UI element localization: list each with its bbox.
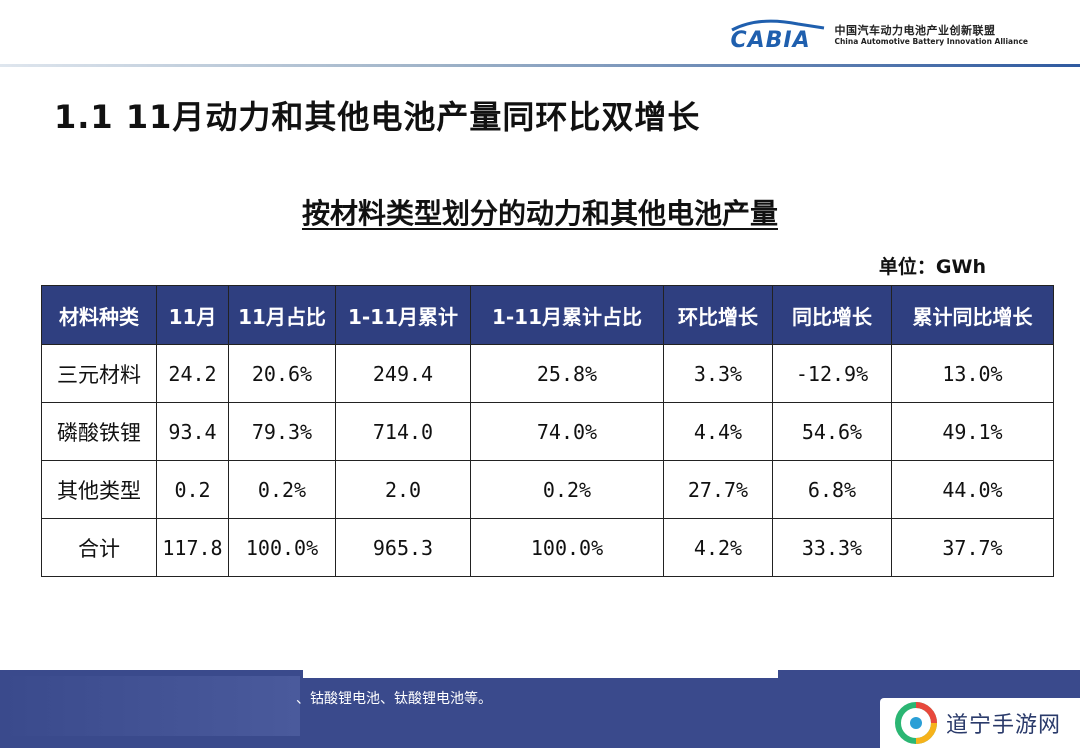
- footer-note: 、钴酸锂电池、钛酸锂电池等。: [296, 691, 492, 707]
- table-row: 磷酸铁锂 93.4 79.3% 714.0 74.0% 4.4% 54.6% 4…: [41, 402, 1054, 461]
- table-cell: 20.6%: [228, 344, 336, 403]
- header-divider: [0, 64, 1080, 67]
- table-cell: 37.7%: [891, 518, 1054, 577]
- footer-left-panel: [0, 676, 300, 736]
- table-cell: 100.0%: [470, 518, 664, 577]
- car-logo-icon: CABIA: [728, 18, 828, 54]
- battery-output-table: 材料种类 11月 11月占比 1-11月累计 1-11月累计占比 环比增长 同比…: [41, 285, 1054, 577]
- unit-label: 单位：GWh: [878, 256, 986, 278]
- swirl-logo-icon: [895, 702, 937, 744]
- table-cell: 44.0%: [891, 460, 1054, 519]
- table-cell: 25.8%: [470, 344, 664, 403]
- table-cell: 2.0: [335, 460, 471, 519]
- table-cell: 三元材料: [41, 344, 157, 403]
- table-cell: 3.3%: [663, 344, 773, 403]
- table-cell: 0.2: [156, 460, 229, 519]
- table-cell: 74.0%: [470, 402, 664, 461]
- table-cell: 合计: [41, 518, 157, 577]
- table-title: 按材料类型划分的动力和其他电池产量: [0, 192, 1080, 232]
- column-header: 11月: [156, 285, 229, 345]
- column-header: 累计同比增长: [891, 285, 1054, 345]
- table-cell: 其他类型: [41, 460, 157, 519]
- table-cell: 79.3%: [228, 402, 336, 461]
- org-name-cn: 中国汽车动力电池产业创新联盟: [834, 24, 996, 38]
- table-cell: 714.0: [335, 402, 471, 461]
- column-header: 材料种类: [41, 285, 157, 345]
- table-cell: 54.6%: [772, 402, 892, 461]
- table-cell: 4.4%: [663, 402, 773, 461]
- table-cell: 磷酸铁锂: [41, 402, 157, 461]
- column-header: 同比增长: [772, 285, 892, 345]
- header-band: CABIA 中国汽车动力电池产业创新联盟 China Automotive Ba…: [0, 0, 1080, 66]
- table-title-text: 按材料类型划分的动力和其他电池产量: [301, 197, 778, 230]
- table-cell: 249.4: [335, 344, 471, 403]
- slide-title: 1.1 11月动力和其他电池产量同环比双增长: [54, 98, 701, 136]
- table-cell: 100.0%: [228, 518, 336, 577]
- table-cell: 24.2: [156, 344, 229, 403]
- table-cell: 0.2%: [228, 460, 336, 519]
- table-cell: 117.8: [156, 518, 229, 577]
- watermark-text: 道宁手游网: [946, 713, 1062, 738]
- table-row: 其他类型 0.2 0.2% 2.0 0.2% 27.7% 6.8% 44.0%: [41, 460, 1054, 519]
- table-row: 三元材料 24.2 20.6% 249.4 25.8% 3.3% -12.9% …: [41, 344, 1054, 403]
- cabia-logo: CABIA 中国汽车动力电池产业创新联盟 China Automotive Ba…: [728, 18, 1028, 54]
- table-cell: 33.3%: [772, 518, 892, 577]
- table-cell: 965.3: [335, 518, 471, 577]
- table-cell: -12.9%: [772, 344, 892, 403]
- watermark: 道宁手游网: [880, 698, 1080, 748]
- table-row: 合计 117.8 100.0% 965.3 100.0% 4.2% 33.3% …: [41, 518, 1054, 577]
- org-name-en: China Automotive Battery Innovation Alli…: [834, 37, 1028, 46]
- column-header: 环比增长: [663, 285, 773, 345]
- table-cell: 6.8%: [772, 460, 892, 519]
- table-cell: 27.7%: [663, 460, 773, 519]
- column-header: 11月占比: [228, 285, 336, 345]
- table-cell: 13.0%: [891, 344, 1054, 403]
- table-cell: 4.2%: [663, 518, 773, 577]
- column-header: 1-11月累计占比: [470, 285, 664, 345]
- logo-word: CABIA: [730, 28, 811, 53]
- column-header: 1-11月累计: [335, 285, 471, 345]
- footer-strip: [303, 670, 778, 678]
- table-cell: 49.1%: [891, 402, 1054, 461]
- table-header-row: 材料种类 11月 11月占比 1-11月累计 1-11月累计占比 环比增长 同比…: [41, 285, 1054, 345]
- table-cell: 93.4: [156, 402, 229, 461]
- table-cell: 0.2%: [470, 460, 664, 519]
